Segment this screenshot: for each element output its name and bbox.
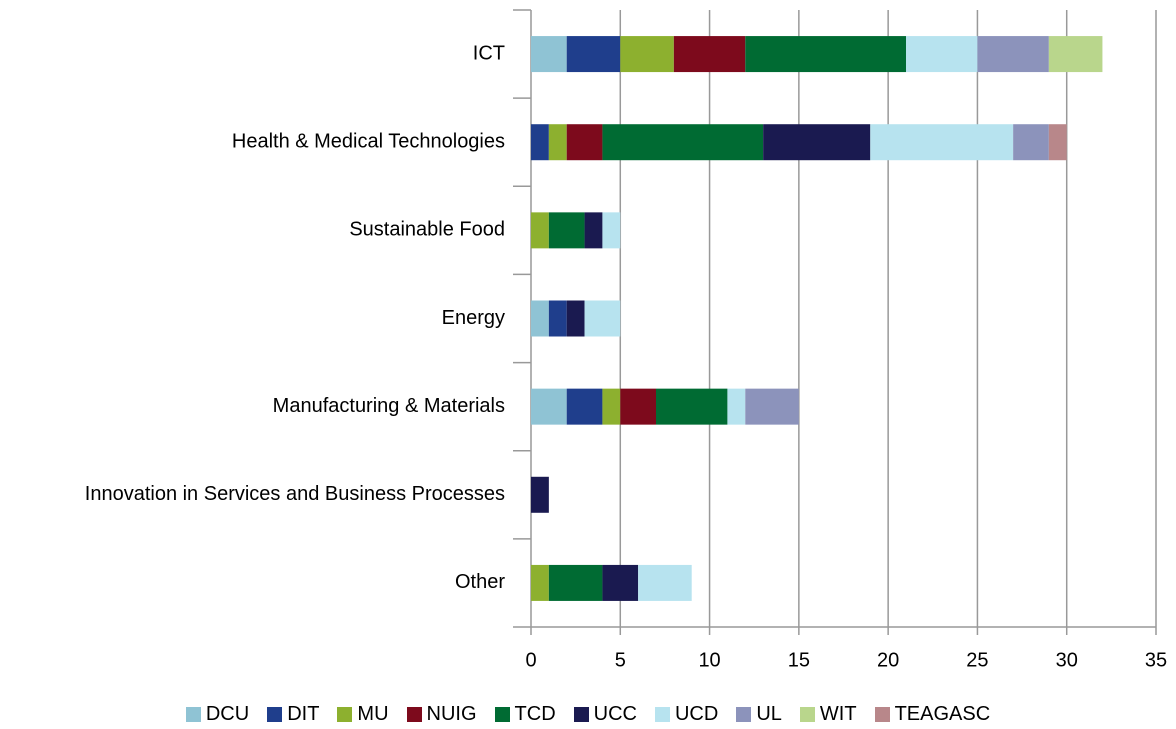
bar-segment (566, 388, 603, 425)
legend-label: UL (756, 703, 782, 725)
bar-segment (584, 300, 621, 337)
legend: DCU DIT MU NUIG TCD UCC UCD UL WIT TEAGASC (0, 703, 1176, 726)
bar-segment (531, 476, 549, 513)
legend-swatch (406, 707, 422, 722)
legend-item: TCD (494, 703, 556, 726)
legend-swatch (874, 707, 890, 722)
legend-swatch (185, 707, 201, 722)
bar-segment (656, 388, 728, 425)
bar-segment (548, 124, 567, 161)
bar-segment (566, 300, 585, 337)
x-tick-label: 25 (966, 649, 988, 671)
bar-segment (531, 212, 549, 249)
bar-segment (584, 212, 603, 249)
x-tick-label: 10 (698, 649, 720, 671)
legend-swatch (736, 707, 752, 722)
bar-segment (906, 36, 978, 73)
legend-label: UCC (593, 703, 637, 725)
y-tick-label: Energy (442, 307, 505, 329)
x-tick-label: 20 (877, 649, 899, 671)
chart: 0 5 10 15 20 25 30 35 ICT Health & Medical Techno… (85, 9, 1167, 671)
legend-item: UL (736, 703, 782, 726)
bar-segment (602, 564, 639, 601)
bar-segment (638, 564, 692, 601)
bar-segment (531, 124, 549, 161)
bar-segment (745, 388, 799, 425)
y-tick-label: Health & Medical Technologies (232, 130, 505, 152)
legend-item: WIT (799, 703, 857, 726)
bar-segment (1048, 36, 1103, 73)
bar-segment (602, 388, 621, 425)
y-tick-label: Innovation in Services and Business Proc… (85, 483, 505, 505)
x-tick-label: 15 (788, 649, 810, 671)
legend-item: DIT (267, 703, 319, 726)
bar-segment (548, 300, 567, 337)
bar-segment (531, 36, 567, 73)
bar-segment (566, 124, 603, 161)
bar-segment (531, 300, 549, 337)
x-tick-label: 30 (1056, 649, 1078, 671)
bar-segment (763, 124, 871, 161)
legend-swatch (654, 707, 670, 722)
legend-swatch (267, 707, 283, 722)
bar-segment (602, 212, 621, 249)
x-tick-label: 5 (615, 649, 626, 671)
y-tick-label: Manufacturing & Materials (273, 395, 505, 417)
y-tick-label: Other (455, 571, 505, 593)
legend-item: DCU (185, 703, 250, 726)
x-tick-label: 35 (1145, 649, 1167, 671)
legend-swatch (337, 707, 353, 722)
legend-item: NUIG (406, 703, 477, 726)
legend-swatch (573, 707, 589, 722)
legend-item: MU (337, 703, 389, 726)
legend-label: DCU (205, 703, 250, 725)
legend-swatch (799, 707, 815, 722)
legend-label: TEAGASC (894, 703, 991, 725)
legend-item: UCC (573, 703, 637, 726)
bar-segment (548, 212, 585, 249)
x-tick-label: 0 (525, 649, 536, 671)
legend-label: TCD (514, 703, 556, 725)
legend-swatch (494, 707, 510, 722)
bar-segment (531, 564, 549, 601)
y-tick-label: ICT (473, 42, 505, 64)
bar-segment (1048, 124, 1067, 161)
legend-label: UCD (674, 703, 719, 725)
bar-segment (548, 564, 603, 601)
bar-segment (620, 388, 656, 425)
legend-label: DIT (287, 703, 320, 725)
bar-segment (531, 388, 567, 425)
y-tick-label: Sustainable Food (349, 219, 505, 241)
bar-segment (602, 124, 764, 161)
bar-segment (745, 36, 906, 73)
bar-segment (566, 36, 621, 73)
bar-segment (673, 36, 746, 73)
legend-label: NUIG (426, 703, 477, 725)
legend-item: TEAGASC (874, 703, 991, 726)
bar-segment (977, 36, 1049, 73)
legend-label: WIT (819, 703, 857, 725)
legend-label: MU (357, 703, 389, 725)
bar-segment (727, 388, 746, 425)
bar-segment (1013, 124, 1049, 161)
bar-segment (870, 124, 1014, 161)
bar-segment (620, 36, 674, 73)
legend-item: UCD (654, 703, 719, 726)
